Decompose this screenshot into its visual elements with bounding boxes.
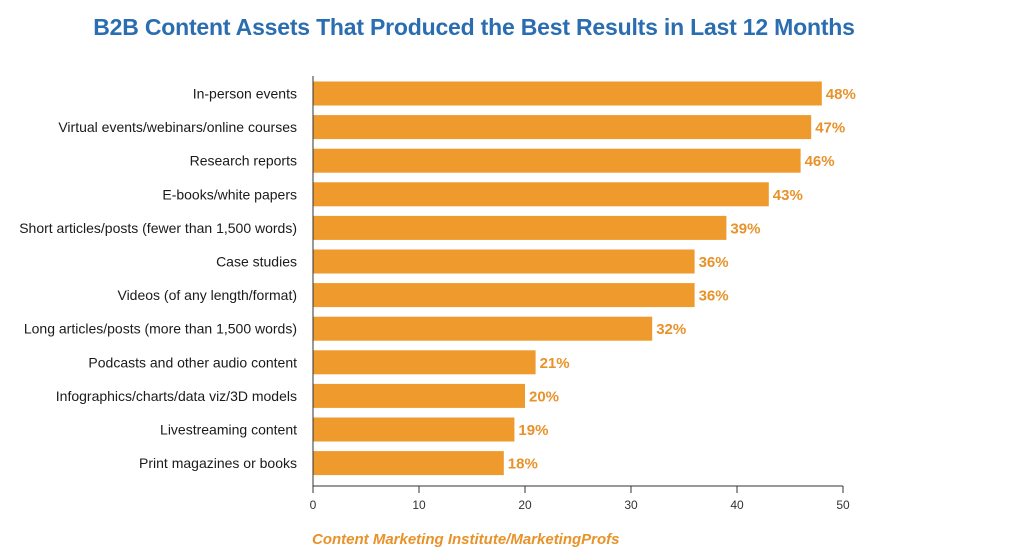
value-label: 36% — [699, 254, 729, 271]
value-label: 21% — [540, 355, 570, 372]
category-label: Infographics/charts/data viz/3D models — [56, 388, 297, 404]
x-tick-label: 50 — [836, 498, 850, 512]
category-label: Short articles/posts (fewer than 1,500 w… — [19, 220, 297, 236]
value-label: 20% — [529, 388, 559, 405]
value-label: 46% — [805, 153, 835, 170]
bar — [313, 316, 653, 341]
category-label: Case studies — [216, 254, 297, 270]
value-label: 18% — [508, 456, 538, 473]
value-label: 19% — [518, 422, 548, 439]
category-label: Podcasts and other audio content — [88, 354, 297, 370]
value-label: 32% — [656, 321, 686, 338]
bar — [313, 350, 536, 375]
value-label: 47% — [815, 120, 845, 137]
x-tick-label: 30 — [624, 498, 638, 512]
value-label: 48% — [826, 86, 856, 103]
bar — [313, 283, 695, 308]
category-label: In-person events — [193, 86, 297, 102]
value-label: 43% — [773, 187, 803, 204]
category-label: Long articles/posts (more than 1,500 wor… — [24, 321, 297, 337]
category-label: Virtual events/webinars/online courses — [58, 119, 297, 135]
category-label: Print magazines or books — [139, 455, 297, 471]
bar — [313, 81, 822, 106]
bar — [313, 417, 515, 442]
value-label: 39% — [730, 220, 760, 237]
x-tick-label: 40 — [730, 498, 744, 512]
bar — [313, 215, 727, 240]
bars-layer: In-person events 48% Virtual events/webina… — [19, 81, 856, 476]
bar — [313, 451, 504, 476]
category-label: E-books/white papers — [162, 186, 297, 202]
x-axis: 0 10 20 30 40 50 — [310, 76, 850, 512]
x-tick-label: 20 — [518, 498, 532, 512]
category-label: Livestreaming content — [160, 422, 297, 438]
bar — [313, 182, 769, 207]
x-tick-label: 10 — [412, 498, 426, 512]
bar — [313, 148, 801, 173]
bar — [313, 249, 695, 274]
value-label: 36% — [699, 288, 729, 305]
x-tick-label: 0 — [310, 498, 317, 512]
source-credit: Content Marketing Institute/MarketingPro… — [312, 531, 620, 548]
category-label: Research reports — [190, 153, 297, 169]
chart-title: B2B Content Assets That Produced the Bes… — [93, 14, 855, 40]
bar — [313, 115, 812, 140]
category-label: Videos (of any length/format) — [117, 287, 297, 303]
bar — [313, 383, 525, 408]
